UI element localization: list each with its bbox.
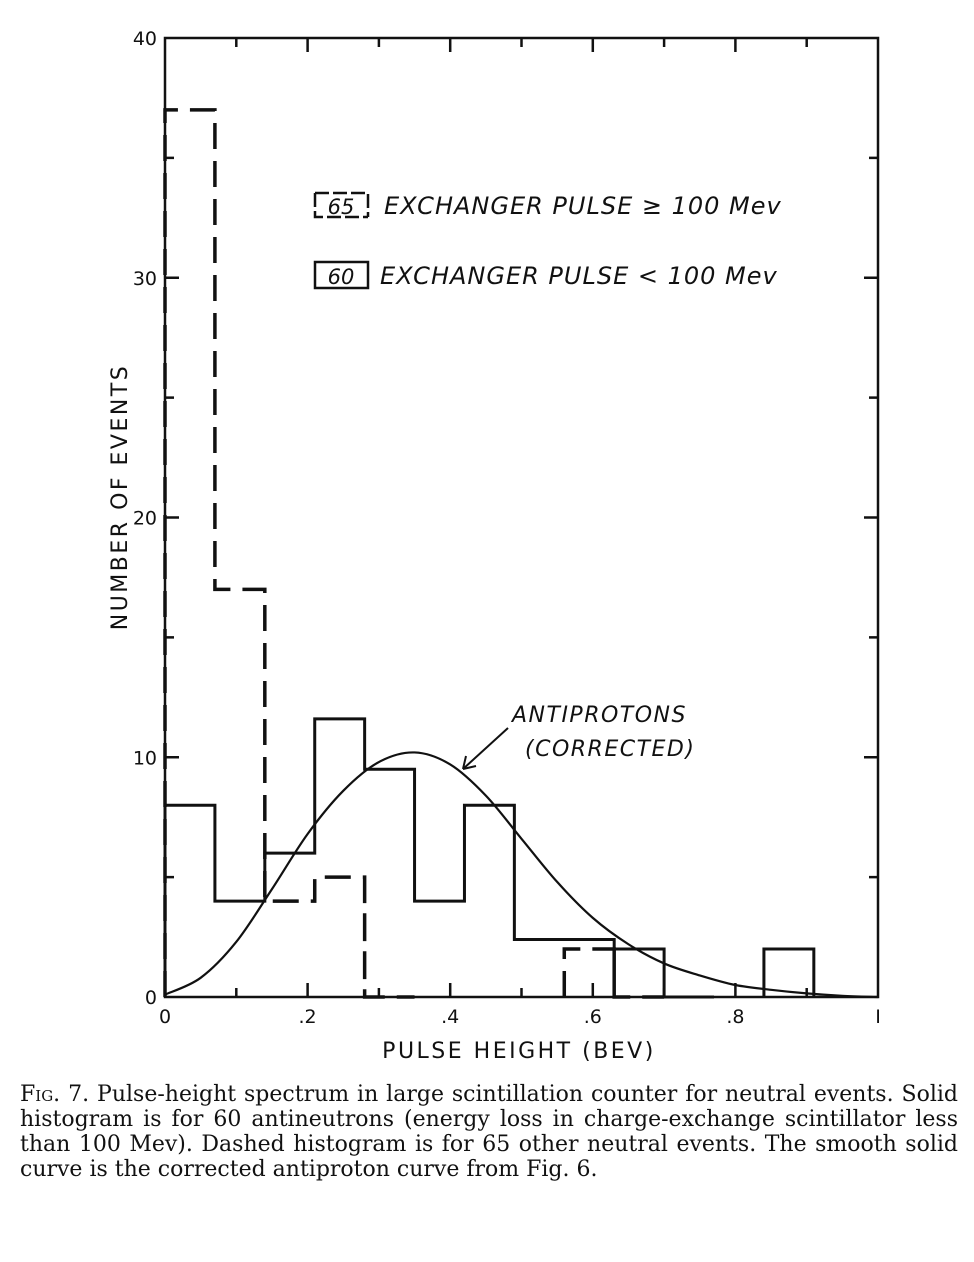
annotation-arrow-shaft [462,727,509,770]
figure-caption: Fig. 7. Pulse-height spectrum in large s… [20,1082,958,1182]
y-axis-title: NUMBER OF EVENTS [108,364,133,631]
dashed-histogram [163,108,665,999]
legend: 65 EXCHANGER PULSE ≥ 100 Mev 60 EXCHANGE… [313,191,782,290]
legend-entry-dashed: 65 EXCHANGER PULSE ≥ 100 Mev [313,191,782,220]
axis-tick-labels: 0 10 20 30 40 0 .2 .4 .6 .8 I [133,28,881,1028]
x-tick-label: I [875,1006,881,1028]
annotation-arrow-head [462,755,477,770]
caption-text: Pulse-height spectrum in large scintilla… [20,1082,958,1182]
x-tick-label: .4 [441,1006,459,1028]
curve-annotation: ANTIPROTONS (CORRECTED) [462,703,695,770]
annotation-line-1: ANTIPROTONS [510,703,687,728]
y-tick-label: 40 [133,28,157,50]
y-tick-label: 30 [133,268,157,290]
antiproton-curve [164,751,879,999]
y-tick-label: 10 [133,747,157,769]
x-tick-label: .2 [299,1006,317,1028]
x-tick-label: .6 [584,1006,602,1028]
legend-label-dashed: EXCHANGER PULSE ≥ 100 Mev [384,192,782,220]
legend-entry-solid: 60 EXCHANGER PULSE < 100 Mev [313,260,778,290]
pulse-height-chart: 0 10 20 30 40 0 .2 .4 .6 .8 I PULSE HEIGHT (BEV) N… [108,28,881,1064]
x-axis-title: PULSE HEIGHT (BEV) [382,1039,656,1064]
x-tick-label: .8 [726,1006,744,1028]
x-tick-label: 0 [159,1006,171,1028]
legend-count-dashed: 65 [328,195,355,219]
y-tick-label: 20 [133,508,157,530]
legend-count-solid: 60 [328,265,355,289]
solid-histogram [163,717,816,999]
legend-box-dashed [313,191,370,219]
legend-label-solid: EXCHANGER PULSE < 100 Mev [380,262,778,290]
y-tick-label: 0 [145,987,157,1009]
caption-label: Fig. 7. [20,1082,90,1107]
legend-box-solid [313,260,370,290]
annotation-line-2: (CORRECTED) [525,737,695,762]
